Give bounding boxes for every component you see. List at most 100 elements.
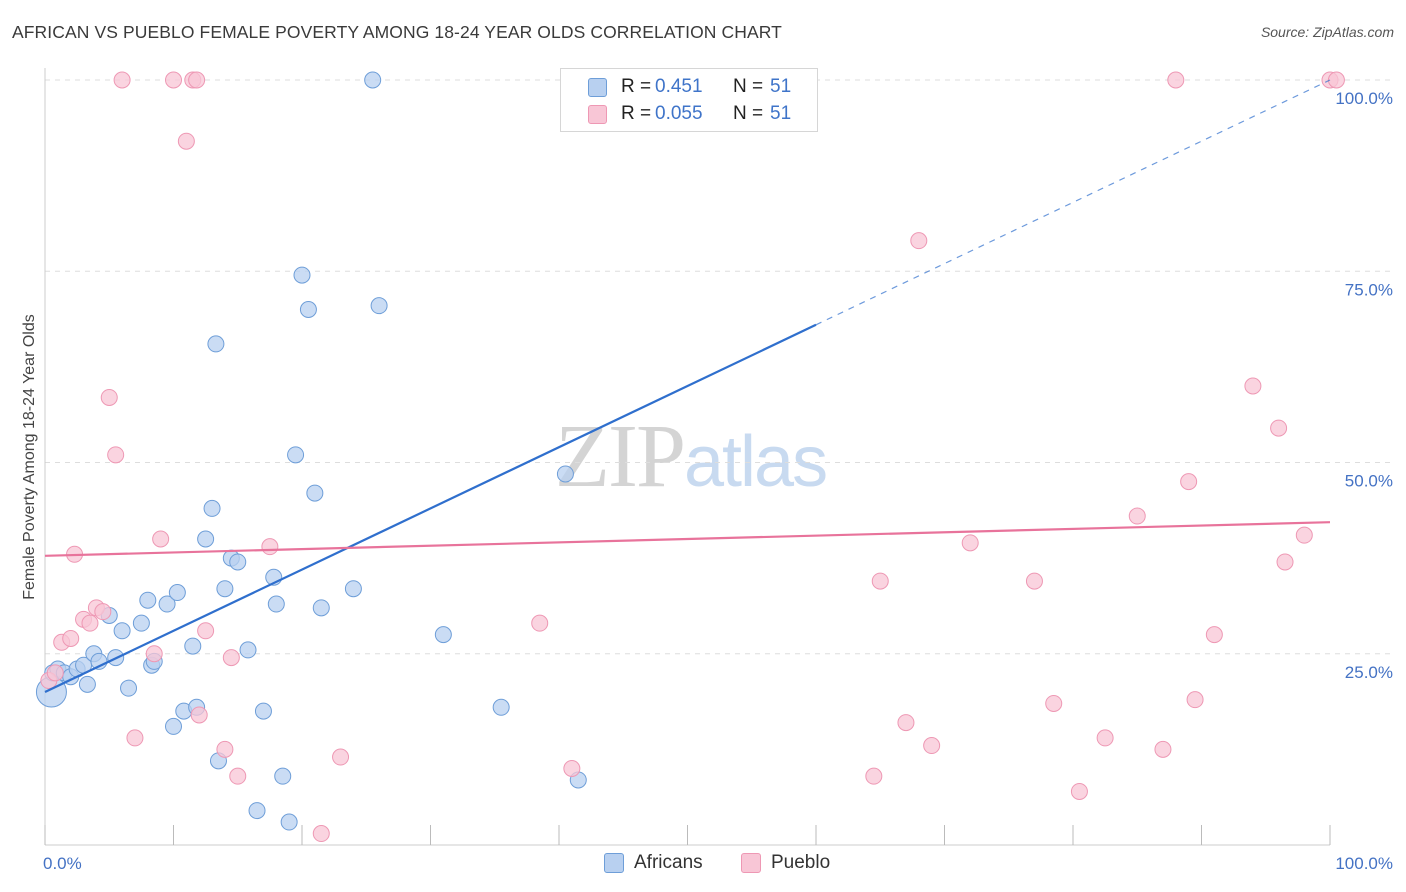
pueblo-point (563, 760, 581, 777)
chart-title: AFRICAN VS PUEBLO FEMALE POVERTY AMONG 1… (12, 22, 782, 42)
y-tick-label: 75.0% (1345, 280, 1393, 299)
pueblo-point (865, 767, 883, 785)
legend-row-pueblo: R = 0.055 N = 51 (561, 101, 791, 127)
africans-point (364, 71, 382, 89)
pueblo-point (100, 388, 118, 406)
africans-point (158, 595, 176, 613)
africans-swatch (588, 77, 607, 97)
legend-n-label: N = (733, 103, 764, 124)
africans-point (287, 446, 305, 464)
pueblo-point (46, 664, 64, 682)
y-tick-label: 50.0% (1345, 472, 1393, 491)
pueblo-point (197, 622, 215, 640)
pueblo-point (261, 538, 279, 556)
pueblo-point (126, 729, 144, 747)
africans-point (492, 698, 510, 716)
pueblo-point (1295, 526, 1313, 544)
pueblo-point (190, 706, 208, 724)
africans-trend-line (44, 323, 817, 693)
axes (44, 68, 1331, 846)
legend-r-label: R = (621, 76, 652, 97)
africans-point (280, 813, 298, 831)
series-legend: Africans Pueblo (0, 852, 1406, 876)
y-axis-label: Female Poverty Among 18-24 Year Olds (21, 314, 38, 600)
africans-point (434, 626, 452, 644)
pueblo-point (1096, 729, 1114, 747)
pueblo-point (229, 767, 247, 785)
x-tick-label: 0.0% (43, 854, 82, 873)
source-label: Source: ZipAtlas.com (1260, 24, 1394, 40)
pueblo-point (1045, 694, 1063, 712)
africans-point (113, 622, 131, 640)
africans-point (207, 335, 225, 353)
legend-r-label: R = (621, 103, 652, 124)
africans-point (168, 584, 186, 602)
pueblo-point (1205, 626, 1223, 644)
trend-lines (44, 79, 1331, 693)
africans-point (254, 702, 272, 720)
x-tick-label: 100.0% (1335, 854, 1393, 873)
legend-item-pueblo[interactable]: Pueblo (741, 852, 830, 874)
pueblo-point (1186, 691, 1204, 709)
pueblo-point (165, 71, 182, 89)
pueblo-point (961, 534, 979, 552)
pueblo-point (332, 748, 350, 766)
pueblo-point (188, 71, 206, 89)
africans-point (184, 637, 202, 655)
pueblo-point (113, 71, 131, 89)
pueblo-point (216, 740, 234, 758)
pueblo-legend-swatch (741, 853, 761, 873)
tick-labels: 25.0% 50.0% 75.0% 100.0% 0.0% 100.0% (43, 89, 1393, 873)
pueblo-swatch (588, 104, 607, 124)
africans-point (312, 599, 330, 617)
pueblo-point (1128, 507, 1146, 525)
africans-point (216, 580, 234, 598)
pueblo-point (62, 629, 80, 647)
africans-point (139, 591, 157, 609)
africans-point (370, 297, 388, 315)
africans-point (306, 484, 324, 502)
pueblo-point (312, 825, 330, 843)
africans-point (165, 717, 182, 735)
pueblo-point (177, 132, 195, 150)
africans-point (293, 266, 311, 284)
pueblo-point (1327, 71, 1345, 89)
pueblo-point (1154, 740, 1172, 758)
africans-point (239, 641, 257, 659)
legend-n-label: N = (733, 76, 764, 97)
pueblo-point (1070, 782, 1088, 800)
pueblo-point (897, 714, 915, 732)
africans-point (197, 530, 215, 548)
africans-point (132, 614, 150, 632)
africans-point (267, 595, 285, 613)
pueblo-point (1025, 572, 1043, 590)
grid (45, 79, 1395, 655)
legend-item-africans[interactable]: Africans (604, 852, 703, 874)
africans-point (299, 301, 317, 318)
y-tick-label: 100.0% (1335, 89, 1393, 108)
legend-row-africans: R = 0.451 N = 51 (561, 74, 791, 100)
legend-r-value: 0.055 (655, 103, 703, 124)
pueblo-trend-line (44, 521, 1331, 557)
pueblo-legend-label: Pueblo (771, 852, 831, 873)
legend-n-value: 51 (770, 76, 792, 97)
correlation-legend: R = 0.451 N = 51 R = 0.055 N = 51 (560, 68, 818, 132)
africans-point (229, 553, 247, 571)
legend-n-value: 51 (770, 103, 792, 124)
pueblo-point (910, 232, 928, 250)
africans-point (344, 580, 362, 598)
pueblo-point (531, 614, 549, 632)
africans-point (78, 675, 96, 693)
pueblo-point (222, 649, 240, 667)
africans-point (120, 679, 138, 697)
pueblo-point (871, 572, 889, 590)
africans-trend-extension (815, 79, 1331, 326)
pueblo-point (145, 645, 163, 663)
pueblo-point (81, 614, 99, 632)
pueblo-point (1244, 377, 1262, 395)
pueblo-point (152, 530, 170, 548)
africans-point (248, 802, 266, 820)
pueblo-point (94, 603, 112, 621)
pueblo-point (1276, 553, 1294, 571)
